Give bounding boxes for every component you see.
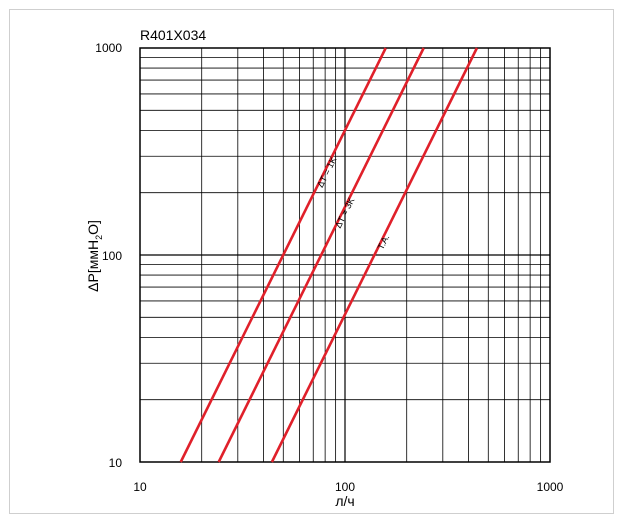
chart-frame — [9, 9, 614, 514]
series-line-2 — [217, 47, 425, 463]
series-label-1: ΔT = 1K — [315, 155, 338, 189]
y-axis-label-end: O] — [85, 220, 101, 235]
series-line-1 — [179, 47, 387, 463]
plot-border — [139, 47, 551, 463]
y-axis-label-main: ΔP[ммH — [85, 240, 101, 292]
chart-title: R401X034 — [140, 27, 206, 43]
y-tick-label-100: 100 — [102, 249, 122, 263]
x-axis-label: л/ч — [335, 493, 354, 509]
series-layer — [179, 47, 479, 463]
x-tick-label-10: 10 — [133, 480, 147, 494]
y-axis-label-subscript: 2 — [94, 235, 104, 240]
x-tick-label-1000: 1000 — [537, 480, 564, 494]
x-tick-label-100: 100 — [335, 480, 355, 494]
y-tick-label-10: 10 — [109, 456, 123, 470]
grid — [140, 48, 550, 462]
y-axis-label: ΔP[ммH2O] — [85, 220, 104, 292]
tick-labels: 10 100 1000 10 100 1000 — [95, 41, 563, 494]
series-label-3: T.A. — [376, 233, 392, 251]
series-line-3 — [270, 47, 479, 463]
y-tick-label-1000: 1000 — [95, 41, 122, 55]
